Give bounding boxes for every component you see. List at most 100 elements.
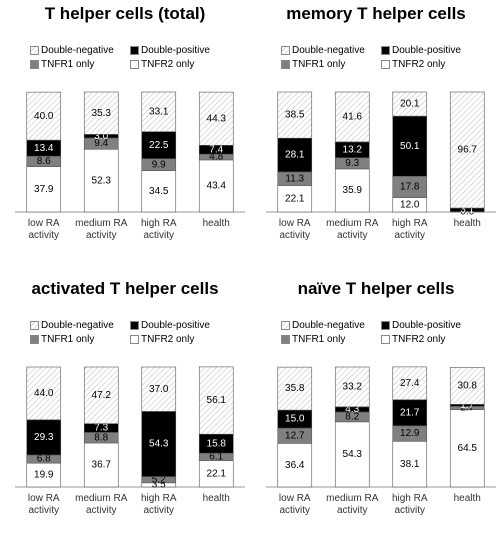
legend-label: TNFR2 only <box>392 334 446 345</box>
legend-swatch <box>281 59 290 69</box>
data-label: 22.1 <box>207 468 227 479</box>
legend-swatch-rect <box>130 45 139 55</box>
data-label: 38.5 <box>285 110 305 121</box>
legend-item: Double-negative <box>281 319 381 333</box>
legend-swatch <box>30 59 39 69</box>
data-label: 5.2 <box>152 474 166 485</box>
legend-swatch <box>30 334 39 344</box>
data-label: 96.7 <box>458 145 478 156</box>
data-label: 28.1 <box>285 150 305 161</box>
data-label: 34.5 <box>149 186 169 197</box>
x-tick-label: high RA activity <box>391 493 428 516</box>
legend-label: TNFR1 only <box>41 334 95 345</box>
data-label: 20.1 <box>400 99 420 110</box>
legend-label: TNFR1 only <box>292 59 346 70</box>
data-label: 8.2 <box>345 412 359 423</box>
data-label: 21.7 <box>400 407 420 418</box>
legend-swatch <box>381 334 390 344</box>
legend-swatch-rect <box>30 45 39 55</box>
data-label: 22.5 <box>149 140 169 151</box>
legend-swatch <box>130 334 139 344</box>
bar-segment <box>449 91 485 209</box>
data-label: 35.3 <box>92 108 112 119</box>
legend-label: Double-positive <box>141 45 210 56</box>
data-label: 35.8 <box>285 383 305 394</box>
data-label: 30.8 <box>458 380 478 391</box>
bar-segment <box>392 91 428 117</box>
data-label: 52.3 <box>92 175 112 186</box>
data-label: 43.4 <box>207 181 227 192</box>
data-label: 54.3 <box>149 439 169 450</box>
bar-segment <box>141 411 177 477</box>
legend-item: TNFR2 only <box>381 58 481 72</box>
bar-segment <box>334 421 370 488</box>
data-label: 12.0 <box>400 199 420 210</box>
bar-segment <box>141 366 177 412</box>
bar-segment <box>334 91 370 143</box>
plot: 36.4 12.7 15.0 35.8 54.3 8.24.3 33.2 38.1 12.9 21… <box>266 366 496 488</box>
x-tick-label: low RA activity <box>278 493 311 516</box>
data-label: 33.1 <box>149 107 169 118</box>
legend-item: Double-positive <box>130 319 230 333</box>
data-label: 29.3 <box>34 432 54 443</box>
data-label: 37.0 <box>149 384 169 395</box>
legend-swatch <box>130 320 139 330</box>
legend-label: Double-negative <box>41 45 114 56</box>
legend-item: Double-negative <box>30 319 130 333</box>
legend: Double-negative Double-positive TNFR1 only… <box>30 44 245 72</box>
plot: 22.1 11.3 28.1 38.5 35.9 9.3 13.2 41.6 12.0 17.8 5… <box>266 91 496 218</box>
data-label: 15.0 <box>285 414 305 425</box>
bar-segment <box>277 366 313 411</box>
data-label: 36.4 <box>285 460 305 471</box>
x-tick-label: low RA activity <box>27 493 60 516</box>
data-label: 11.3 <box>285 173 304 184</box>
bar-segment <box>449 367 485 405</box>
bar-segment <box>83 366 119 424</box>
x-tick-label: high RA activity <box>391 218 428 241</box>
data-label: 15.8 <box>207 438 227 449</box>
data-label: 27.4 <box>400 378 420 389</box>
data-label: 9.3 <box>345 158 359 169</box>
legend-item: TNFR1 only <box>30 58 130 72</box>
legend: Double-negative Double-positive TNFR1 only… <box>281 319 496 347</box>
bar-segment <box>392 366 428 401</box>
data-label: 37.9 <box>34 184 54 195</box>
legend-label: TNFR2 only <box>141 59 195 70</box>
data-label: 22.1 <box>285 193 305 204</box>
legend-swatch-rect <box>281 45 290 55</box>
bar-segment <box>198 460 234 488</box>
data-label: 9.4 <box>94 138 108 149</box>
data-label: 44.3 <box>207 113 227 124</box>
data-label: 19.9 <box>34 470 54 481</box>
legend-swatch-rect <box>30 320 39 330</box>
legend-swatch-rect <box>281 59 290 69</box>
legend-swatch-rect <box>381 45 390 55</box>
legend-swatch <box>381 320 390 330</box>
legend-swatch <box>281 320 290 330</box>
chart-panel: activated T helper cells Double-negative D… <box>0 275 250 550</box>
bar-segment <box>141 170 177 213</box>
legend-label: Double-negative <box>292 45 365 56</box>
legend-label: Double-negative <box>292 320 365 331</box>
legend-item: Double-positive <box>381 44 481 58</box>
x-tick-label: medium RA activity <box>326 218 379 241</box>
legend-label: TNFR1 only <box>41 59 95 70</box>
data-label: 3.1 <box>460 205 474 216</box>
bar-segment <box>198 91 234 146</box>
legend-item: Double-positive <box>381 319 481 333</box>
chart-panel: naïve T helper cells Double-negative Doubl… <box>251 275 501 550</box>
bar-segment <box>83 91 119 135</box>
x-tick-label: health <box>453 493 481 504</box>
data-label: 41.6 <box>343 112 363 123</box>
legend-swatch-rect <box>130 334 139 344</box>
x-tick-label: low RA activity <box>278 218 311 241</box>
bar-segment <box>334 168 370 213</box>
data-label: 64.5 <box>458 443 478 454</box>
legend-swatch <box>281 45 290 55</box>
x-tick-label: health <box>202 493 230 504</box>
legend-item: Double-positive <box>130 44 230 58</box>
legend-swatch-rect <box>30 59 39 69</box>
bar-segment <box>449 409 485 488</box>
bar-segment <box>26 91 62 141</box>
legend-swatch <box>30 45 39 55</box>
